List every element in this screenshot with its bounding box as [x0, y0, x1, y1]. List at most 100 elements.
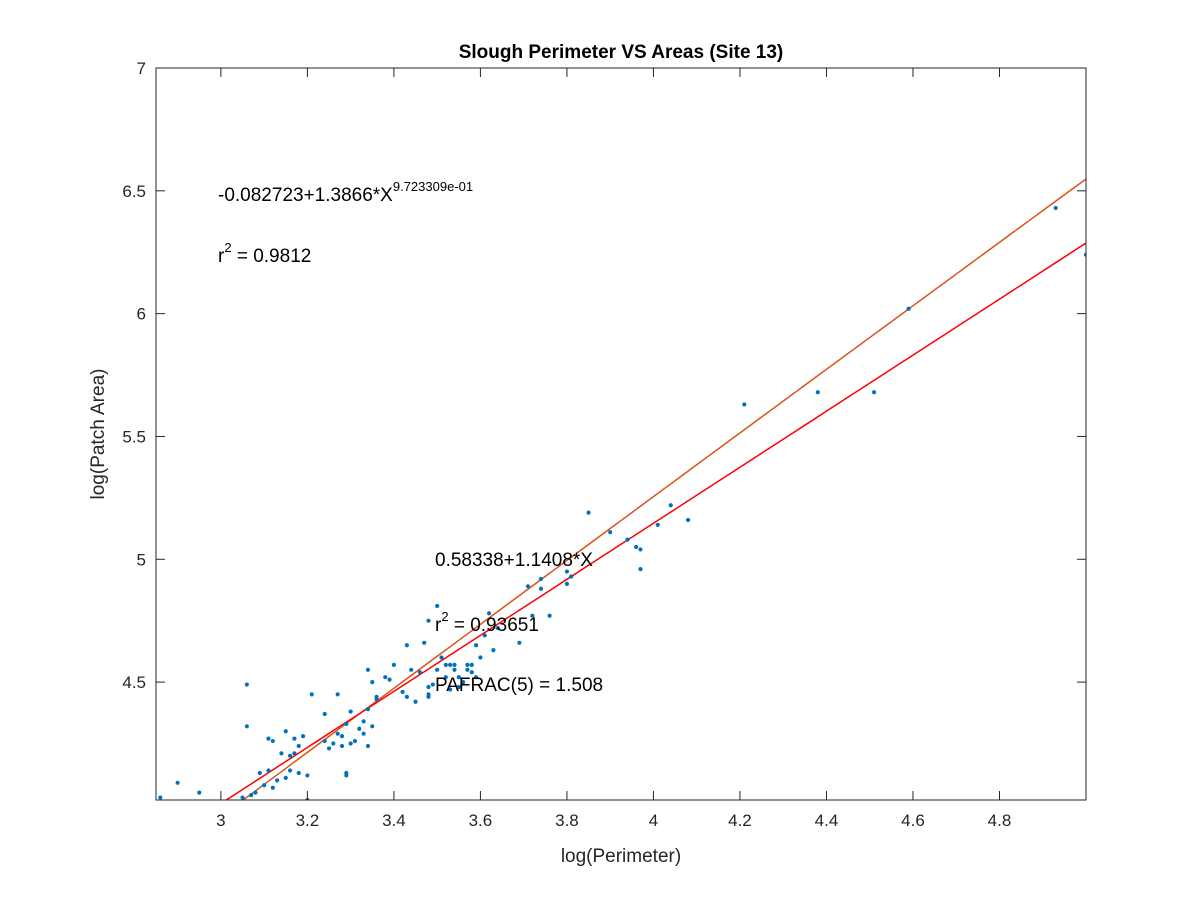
data-point: [439, 655, 444, 660]
data-point: [564, 569, 570, 574]
fit1-equation-main: -0.082723+1.3866*X: [218, 185, 393, 206]
data-point: [564, 581, 570, 586]
data-point: [244, 724, 249, 729]
data-point: [322, 711, 327, 717]
data-point: [240, 795, 245, 800]
data-point: [275, 778, 280, 783]
axes-box: [155, 67, 1087, 801]
fit1-r2-prefix: r: [218, 246, 225, 267]
data-point: [300, 734, 306, 739]
data-point: [871, 390, 877, 395]
data-point: [1053, 205, 1058, 211]
chart-title: Slough Perimeter VS Areas (Site 13): [459, 42, 784, 63]
data-point: [491, 648, 496, 653]
data-point: [569, 574, 574, 579]
data-point: [469, 670, 474, 675]
data-point: [374, 694, 379, 699]
data-point: [668, 503, 673, 508]
data-point: [417, 670, 422, 675]
data-point: [409, 667, 414, 672]
data-points: [158, 205, 1086, 800]
data-point: [244, 682, 249, 687]
plot-area: [156, 68, 1086, 800]
y-axis-label: log(Patch Area): [88, 369, 109, 500]
x-tick-label: 3.8: [555, 811, 579, 830]
data-point: [538, 576, 544, 582]
y-tick-label: 5.5: [122, 427, 146, 446]
data-point: [443, 662, 448, 668]
data-point: [348, 709, 353, 714]
data-point: [448, 662, 453, 668]
data-point: [266, 768, 271, 773]
fit1-r-squared: r2 = 0.9812: [218, 240, 311, 267]
axis-ticks: 3 3.2 3.4 3.6 3.8 4 4.2 4.4 4.6 4.8 4.5 5 5.5 6 6.5 7: [122, 59, 1086, 830]
data-point: [326, 746, 332, 751]
x-tick-label: 4.6: [901, 811, 925, 830]
fit2-r2-sup: 2: [441, 609, 448, 624]
fit1-r2-value: = 0.9812: [232, 246, 312, 267]
data-point: [197, 790, 202, 795]
data-point: [279, 751, 284, 756]
y-tick-label: 6: [137, 305, 146, 324]
x-tick-label: 3.2: [296, 811, 320, 830]
data-point: [404, 643, 409, 648]
fit2-r2-value: = 0.93651: [449, 615, 539, 636]
fit2-r-squared: r2 = 0.93651: [435, 609, 539, 636]
data-point: [387, 677, 392, 682]
data-point: [685, 517, 691, 523]
data-point: [473, 643, 479, 648]
data-point: [608, 530, 613, 535]
data-point: [158, 795, 163, 800]
x-tick-label: 4.8: [988, 811, 1012, 830]
data-point: [344, 770, 349, 776]
data-point: [322, 738, 327, 744]
data-point: [287, 753, 293, 758]
data-point: [517, 640, 522, 645]
data-point: [305, 773, 310, 778]
data-point: [335, 692, 340, 697]
y-tick-label: 6.5: [122, 182, 146, 201]
y-tick-label: 4.5: [122, 673, 146, 692]
data-point: [404, 694, 409, 699]
data-point: [448, 687, 453, 692]
data-point: [638, 547, 643, 552]
data-point: [465, 662, 470, 668]
data-point: [370, 679, 375, 685]
data-point: [270, 785, 275, 790]
data-point: [495, 625, 500, 631]
data-point: [352, 738, 358, 744]
data-point: [296, 770, 301, 776]
data-point: [469, 662, 474, 668]
data-point: [547, 613, 552, 618]
data-point: [426, 694, 431, 699]
fit1-equation: -0.082723+1.3866*X9.723309e-01: [218, 179, 473, 206]
data-point: [742, 402, 747, 407]
data-point: [815, 390, 820, 395]
data-point: [461, 679, 466, 685]
data-point: [357, 726, 362, 731]
x-tick-label: 4: [649, 811, 658, 830]
data-point: [638, 567, 643, 572]
data-point: [478, 655, 483, 660]
x-tick-label: 3: [216, 811, 225, 830]
data-point: [525, 584, 531, 589]
data-point: [426, 618, 431, 623]
data-point: [365, 743, 371, 749]
data-point: [361, 719, 366, 724]
data-point: [309, 692, 314, 697]
fit-line-linear: [224, 242, 1086, 800]
x-tick-label: 4.2: [728, 811, 752, 830]
data-point: [292, 736, 297, 741]
data-point: [292, 751, 297, 756]
data-point: [283, 729, 288, 734]
data-point: [456, 684, 461, 690]
data-point: [486, 611, 492, 616]
data-point: [262, 783, 267, 788]
y-tick-label: 7: [137, 59, 146, 78]
x-tick-label: 4.4: [815, 811, 839, 830]
data-point: [370, 724, 375, 729]
data-point: [634, 544, 639, 550]
data-point: [348, 741, 353, 746]
data-point: [331, 741, 336, 746]
